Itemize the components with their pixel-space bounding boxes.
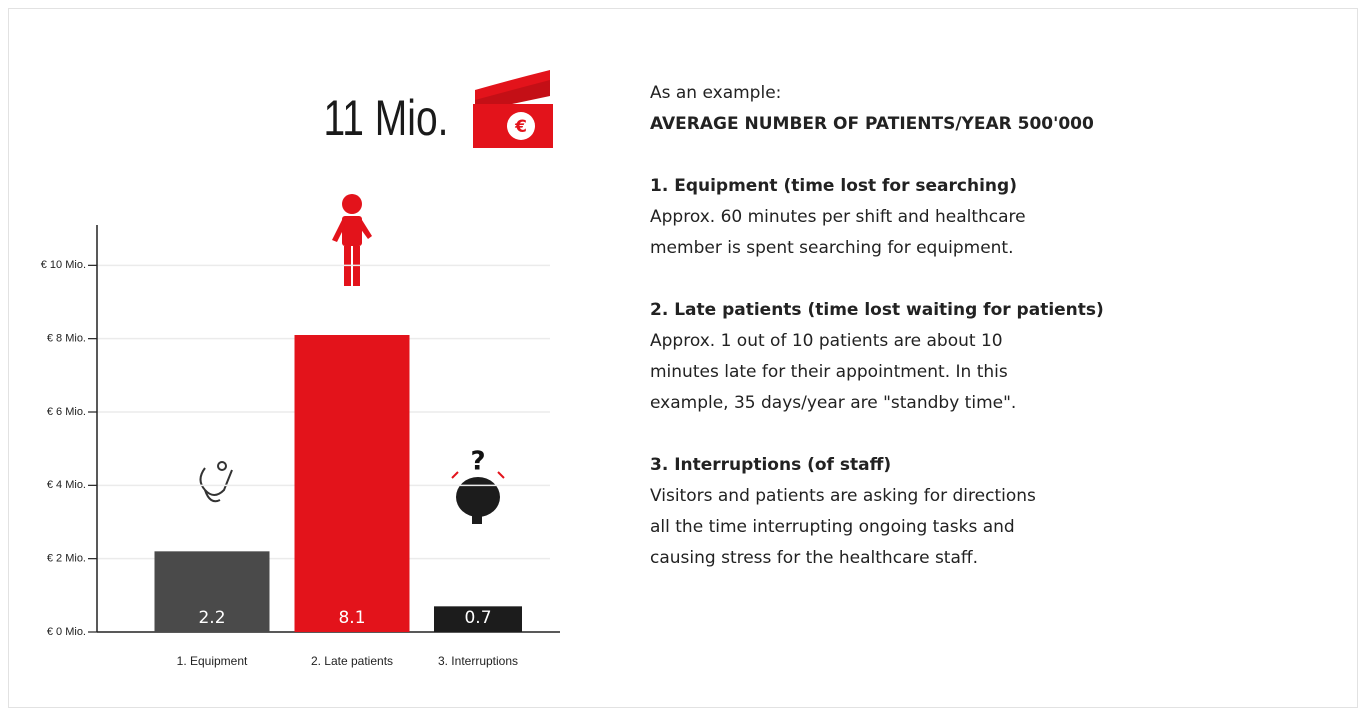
section-line: member is spent searching for equipment. <box>650 238 1014 258</box>
gap <box>650 419 1104 450</box>
bar <box>294 335 410 632</box>
x-tick-label: 2. Late patients <box>311 654 393 668</box>
intro: As an example: <box>650 83 782 103</box>
section-line: causing stress for the healthcare staff. <box>650 548 978 568</box>
y-tick-label: € 0 Mio. <box>47 626 86 638</box>
icon-symbol: € <box>514 117 527 137</box>
bar <box>154 551 270 632</box>
section-line: Visitors and patients are asking for dir… <box>650 486 1036 506</box>
section-line: all the time interrupting ongoing tasks … <box>650 517 1015 537</box>
section-line: minutes late for their appointment. In t… <box>650 362 1008 382</box>
stethoscope-icon <box>199 461 233 503</box>
value-label: 0.7 <box>464 608 491 628</box>
y-tick-label: € 10 Mio. <box>41 259 86 271</box>
y-tick-label: € 2 Mio. <box>47 553 86 565</box>
section-heading: 1. Equipment (time lost for searching) <box>650 176 1017 196</box>
headline: 11 Mio. <box>324 89 449 146</box>
gap <box>650 140 1104 171</box>
subtitle: AVERAGE NUMBER OF PATIENTS/YEAR 500'000 <box>650 114 1094 134</box>
section-heading: 2. Late patients (time lost waiting for … <box>650 300 1104 320</box>
section-line: example, 35 days/year are "standby time"… <box>650 393 1017 413</box>
y-tick-label: € 8 Mio. <box>47 333 86 345</box>
x-tick-label: 1. Equipment <box>177 654 248 668</box>
section-line: Approx. 1 out of 10 patients are about 1… <box>650 331 1003 351</box>
bar <box>434 606 522 632</box>
gap <box>650 264 1104 295</box>
brain-icon: ? <box>451 447 505 524</box>
section-heading: 3. Interruptions (of staff) <box>650 455 892 475</box>
chart: 11 Mio. € ? € 0 Mio. € 2 Mio. € 4 Mio. € 6 … <box>41 70 560 668</box>
svg-text:?: ? <box>470 447 485 477</box>
description: As an example: AVERAGE NUMBER OF PATIENT… <box>650 78 1104 574</box>
value-label: 8.1 <box>338 608 365 628</box>
x-tick-label: 3. Interruptions <box>438 654 518 668</box>
money-icon: € <box>473 70 553 148</box>
patient-icon <box>332 194 372 286</box>
value-label: 2.2 <box>198 608 225 628</box>
y-tick-label: € 4 Mio. <box>47 479 86 491</box>
section-line: Approx. 60 minutes per shift and healthc… <box>650 207 1026 227</box>
y-tick-label: € 6 Mio. <box>47 406 86 418</box>
